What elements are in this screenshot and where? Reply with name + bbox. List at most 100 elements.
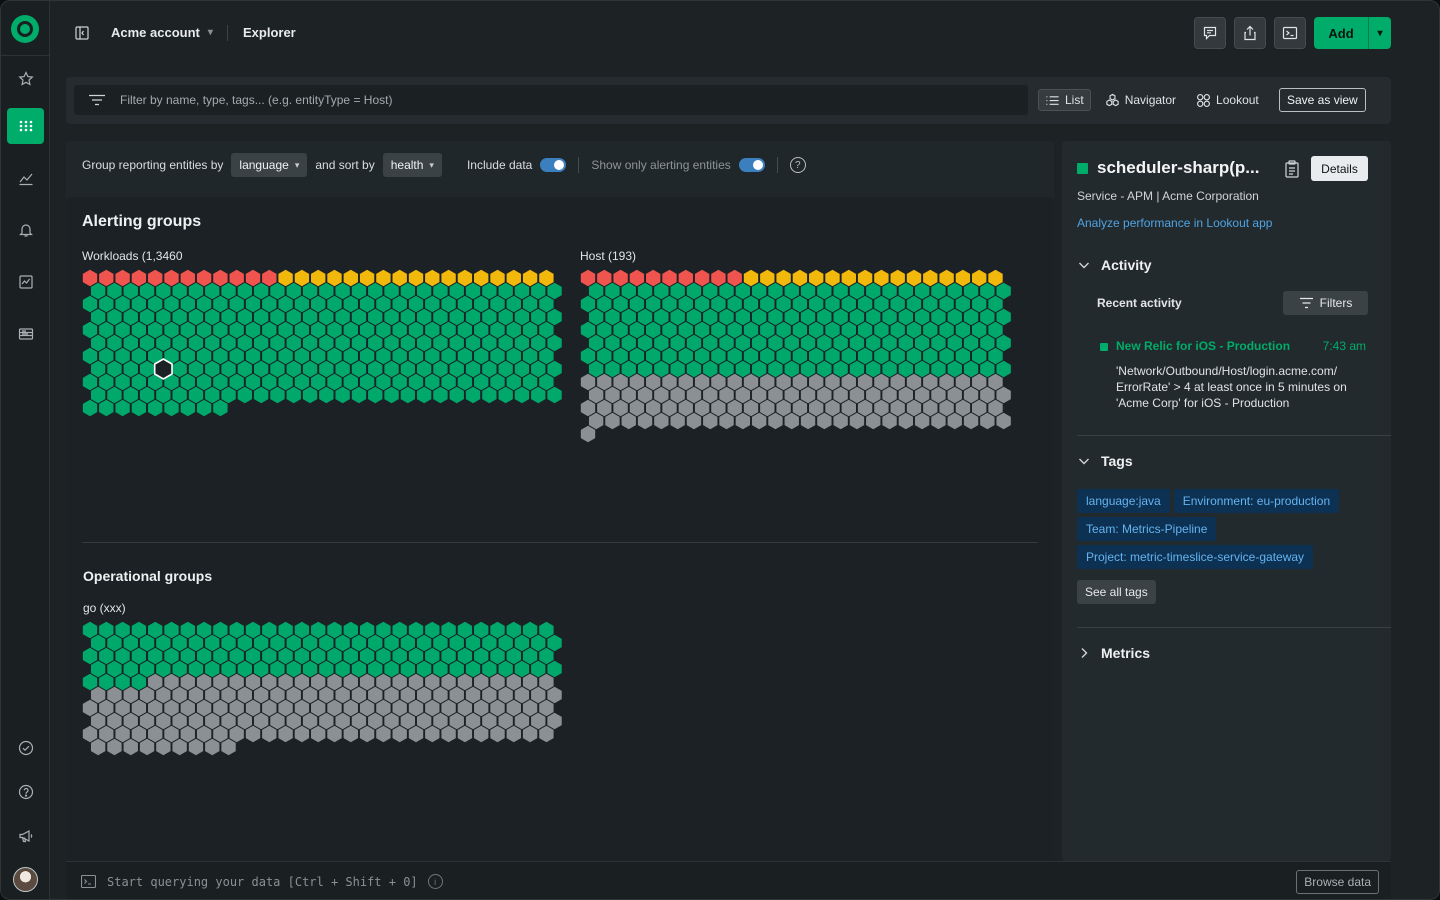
entity-hexagon-healthy[interactable] (302, 634, 318, 652)
entity-hexagon-healthy[interactable] (164, 347, 179, 365)
entity-hexagon-healthy[interactable] (425, 295, 440, 313)
entity-hexagon-healthy[interactable] (539, 373, 554, 391)
entity-hexagon-unknown[interactable] (205, 738, 220, 756)
entity-hexagon-unknown[interactable] (694, 399, 710, 417)
entity-hexagon-healthy[interactable] (972, 347, 987, 365)
entity-hexagon-healthy[interactable] (156, 660, 171, 678)
entity-hexagon-healthy[interactable] (196, 295, 212, 313)
entity-hexagon-healthy[interactable] (465, 360, 481, 378)
entity-hexagon-warning[interactable] (359, 269, 375, 287)
entity-hexagon-healthy[interactable] (115, 399, 130, 417)
entity-hexagon-unknown[interactable] (302, 686, 318, 704)
entity-hexagon-healthy[interactable] (188, 282, 204, 300)
chevron-down-icon[interactable]: ▾ (1377, 27, 1383, 39)
entity-hexagon-healthy[interactable] (294, 647, 310, 665)
entity-hexagon-healthy[interactable] (735, 360, 751, 378)
entity-hexagon-healthy[interactable] (99, 321, 114, 339)
entity-hexagon-healthy[interactable] (425, 373, 440, 391)
entity-hexagon-unknown[interactable] (131, 699, 147, 717)
entity-hexagon-unknown[interactable] (646, 399, 661, 417)
entity-hexagon-warning[interactable] (923, 269, 938, 287)
entity-hexagon-healthy[interactable] (99, 347, 114, 365)
entity-hexagon-healthy[interactable] (678, 321, 693, 339)
entity-hexagon-healthy[interactable] (914, 308, 930, 326)
entity-hexagon-healthy[interactable] (270, 386, 285, 404)
entity-hexagon-healthy[interactable] (253, 360, 269, 378)
entity-hexagon-healthy[interactable] (923, 321, 938, 339)
entity-hexagon-unknown[interactable] (294, 725, 310, 743)
entity-hexagon-healthy[interactable] (490, 295, 505, 313)
entity-hexagon-healthy[interactable] (465, 660, 481, 678)
entity-hexagon-healthy[interactable] (514, 634, 530, 652)
entity-hexagon-unknown[interactable] (703, 412, 718, 430)
entity-hexagon-unknown[interactable] (670, 412, 685, 430)
entity-hexagon-healthy[interactable] (245, 347, 261, 365)
entity-hexagon-unknown[interactable] (727, 399, 742, 417)
entity-hexagon-healthy[interactable] (319, 334, 334, 352)
entity-hexagon-warning[interactable] (311, 269, 326, 287)
entity-hexagon-healthy[interactable] (302, 334, 318, 352)
entity-hexagon-unknown[interactable] (539, 699, 554, 717)
entity-hexagon-healthy[interactable] (441, 347, 456, 365)
entity-hexagon-healthy[interactable] (253, 334, 269, 352)
entity-hexagon-healthy[interactable] (82, 295, 98, 313)
entity-hexagon-healthy[interactable] (237, 660, 253, 678)
entity-hexagon-healthy[interactable] (743, 347, 759, 365)
entity-hexagon-healthy[interactable] (311, 295, 326, 313)
entity-hexagon-healthy[interactable] (833, 282, 848, 300)
entity-hexagon-healthy[interactable] (384, 360, 399, 378)
alerts-bell-icon[interactable] (7, 212, 44, 248)
entity-hexagon-healthy[interactable] (506, 295, 521, 313)
entity-hexagon-unknown[interactable] (107, 738, 122, 756)
entity-hexagon-healthy[interactable] (156, 308, 171, 326)
entity-hexagon-unknown[interactable] (506, 699, 521, 717)
entity-hexagon-warning[interactable] (343, 269, 358, 287)
entity-hexagon-healthy[interactable] (784, 360, 799, 378)
entity-hexagon-healthy[interactable] (99, 399, 114, 417)
entity-hexagon-unknown[interactable] (539, 673, 554, 691)
entity-hexagon-healthy[interactable] (646, 347, 661, 365)
entity-hexagon-healthy[interactable] (253, 308, 269, 326)
entity-hexagon-unknown[interactable] (514, 712, 530, 730)
entity-hexagon-healthy[interactable] (866, 282, 881, 300)
entity-hexagon-healthy[interactable] (400, 660, 416, 678)
entity-hexagon-healthy[interactable] (947, 334, 962, 352)
entity-hexagon-critical[interactable] (662, 269, 677, 287)
entity-hexagon-unknown[interactable] (662, 373, 677, 391)
entity-hexagon-healthy[interactable] (474, 647, 489, 665)
entity-hexagon-unknown[interactable] (441, 699, 456, 717)
entity-hexagon-unknown[interactable] (646, 373, 661, 391)
entity-hexagon-unknown[interactable] (857, 399, 873, 417)
entity-hexagon-healthy[interactable] (123, 386, 138, 404)
entity-hexagon-healthy[interactable] (319, 634, 334, 652)
entity-hexagon-healthy[interactable] (694, 347, 710, 365)
entity-hexagon-unknown[interactable] (131, 725, 147, 743)
entity-hexagon-healthy[interactable] (164, 621, 179, 639)
entity-hexagon-healthy[interactable] (914, 360, 930, 378)
entity-hexagon-unknown[interactable] (629, 399, 645, 417)
entity-hexagon-healthy[interactable] (768, 360, 783, 378)
entity-hexagon-healthy[interactable] (294, 321, 310, 339)
entity-hexagon-healthy[interactable] (164, 295, 179, 313)
entity-hexagon-warning[interactable] (939, 269, 954, 287)
entity-hexagon-unknown[interactable] (351, 712, 367, 730)
entity-hexagon-healthy[interactable] (588, 282, 604, 300)
entity-hexagon-unknown[interactable] (245, 725, 261, 743)
help-icon[interactable] (7, 774, 44, 810)
entity-hexagon-healthy[interactable] (898, 282, 914, 300)
entity-hexagon-healthy[interactable] (270, 334, 285, 352)
entity-hexagon-healthy[interactable] (605, 308, 620, 326)
entity-hexagon-healthy[interactable] (180, 373, 195, 391)
entity-hexagon-healthy[interactable] (449, 634, 464, 652)
entity-hexagon-unknown[interactable] (90, 712, 106, 730)
entity-hexagon-healthy[interactable] (531, 308, 546, 326)
entity-hexagon-healthy[interactable] (751, 334, 767, 352)
entity-filter-input[interactable]: Filter by name, type, tags... (e.g. enti… (74, 85, 1028, 115)
entity-hexagon-healthy[interactable] (882, 334, 897, 352)
entity-hexagon-healthy[interactable] (474, 295, 489, 313)
entity-hexagon-healthy[interactable] (172, 660, 187, 678)
entity-hexagon-healthy[interactable] (131, 347, 147, 365)
entity-hexagon-critical[interactable] (180, 269, 195, 287)
entity-hexagon-healthy[interactable] (164, 321, 179, 339)
entity-hexagon-healthy[interactable] (662, 347, 677, 365)
